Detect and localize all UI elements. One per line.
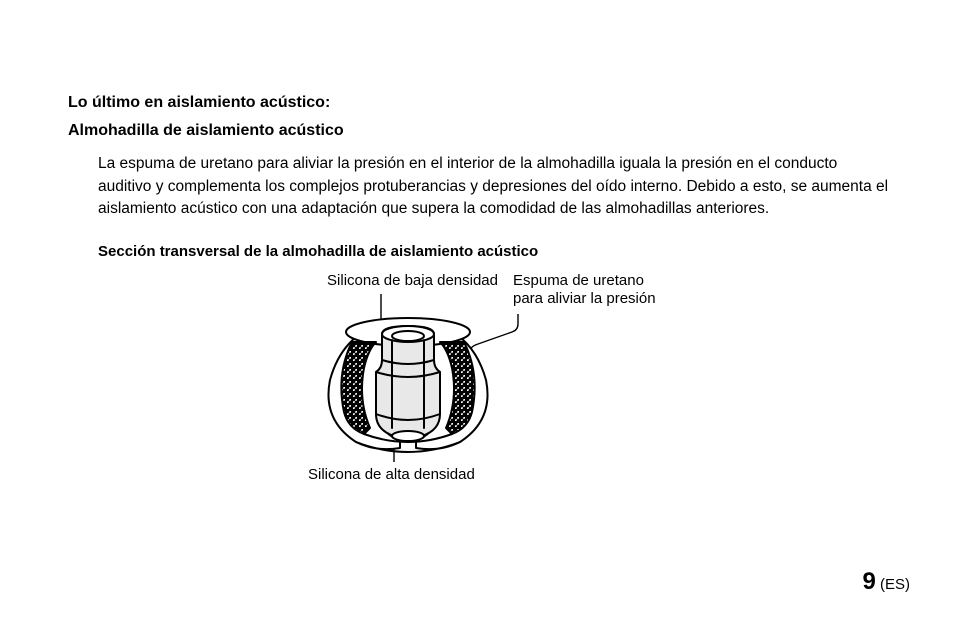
page-lang-code: (ES) [880,576,910,593]
heading-line-2: Almohadilla de aislamiento acústico [68,118,888,144]
earbud-cross-section-diagram [98,272,698,492]
page-number-value: 9 [862,568,875,595]
body-paragraph: La espuma de uretano para aliviar la pre… [98,153,894,220]
page-number: 9 (ES) [862,568,910,596]
sub-heading: Sección transversal de la almohadilla de… [98,243,888,260]
heading-line-1: Lo último en aislamiento acústico: [68,90,888,116]
diagram-container: Silicona de baja densidad Espuma de uret… [98,272,698,492]
page-content: Lo último en aislamiento acústico: Almoh… [68,90,888,492]
